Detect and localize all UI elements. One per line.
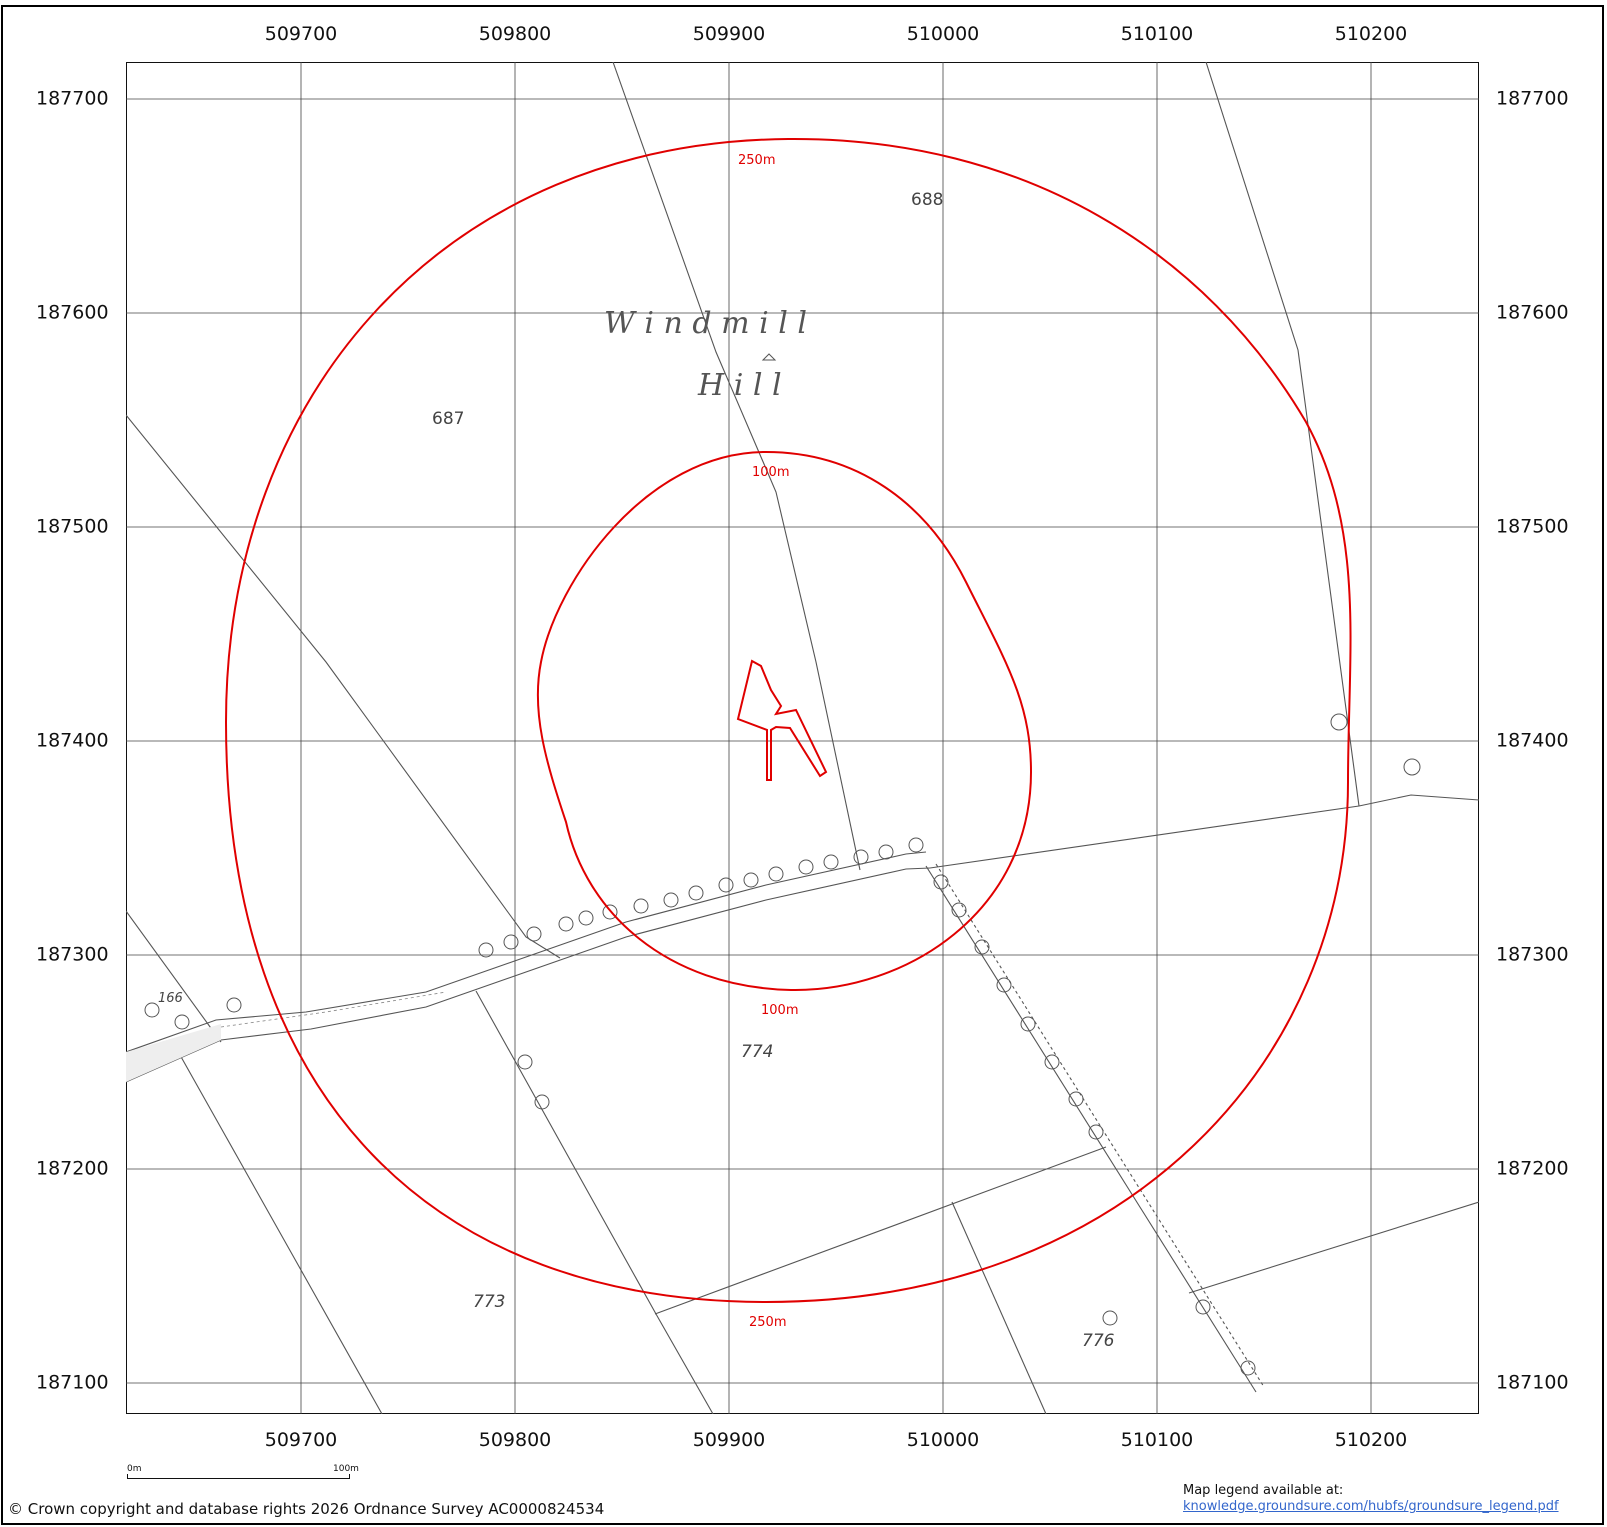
copyright-notice: © Crown copyright and database rights 20… (8, 1500, 605, 1518)
x-tick-bottom: 510200 (1334, 1429, 1408, 1451)
x-tick-top: 509700 (264, 23, 338, 45)
x-tick-bottom: 510000 (906, 1429, 980, 1451)
y-tick-left: 187300 (36, 943, 109, 966)
y-tick-left: 187100 (36, 1371, 109, 1394)
grid (126, 62, 1479, 1414)
x-tick-bottom: 509800 (478, 1429, 552, 1451)
y-tick-left: 187200 (36, 1157, 109, 1180)
y-tick-right: 187700 (1496, 87, 1569, 110)
site-boundary (736, 659, 828, 781)
scale-bar-start: 0m (127, 1464, 142, 1474)
y-tick-right: 187200 (1496, 1157, 1569, 1180)
parcel-number: 774 (741, 1042, 773, 1062)
y-tick-left: 187600 (36, 301, 109, 324)
parcel-number: 688 (911, 190, 943, 210)
parcel-number: 776 (1082, 1331, 1115, 1351)
y-tick-right: 187600 (1496, 301, 1569, 324)
map-border (126, 62, 1479, 1414)
parcel-number: 166 (158, 991, 183, 1006)
x-tick-bottom: 509700 (264, 1429, 338, 1451)
scale-bar: 0m 100m (127, 1464, 359, 1488)
y-tick-right: 187400 (1496, 729, 1569, 752)
y-tick-right: 187300 (1496, 943, 1569, 966)
buffer-250m-label-bottom: 250m (749, 1315, 786, 1330)
scale-bar-line (127, 1478, 349, 1479)
road (126, 851, 931, 1083)
legend-note: Map legend available at: knowledge.groun… (1183, 1483, 1559, 1515)
buffer-100m-label-bottom: 100m (761, 1003, 798, 1018)
triangulation-icon (761, 353, 777, 361)
y-tick-left: 187500 (36, 515, 109, 538)
scale-bar-cap (127, 1474, 128, 1479)
x-tick-top: 510200 (1334, 23, 1408, 45)
hedge-trees (144, 713, 1421, 1376)
parcel-number: 687 (432, 409, 464, 429)
buffer-100m-label-top: 100m (752, 465, 789, 480)
buffer-250m (224, 137, 1352, 1304)
y-tick-left: 187700 (36, 87, 109, 110)
scale-bar-end: 100m (333, 1464, 359, 1474)
map-canvas[interactable]: W i n d m i l l H i l l 688 687 774 773 … (126, 62, 1479, 1414)
y-tick-right: 187500 (1496, 515, 1569, 538)
x-tick-top: 510100 (1120, 23, 1194, 45)
buffer-250m-label-top: 250m (738, 153, 775, 168)
x-tick-top: 509900 (692, 23, 766, 45)
x-tick-bottom: 509900 (692, 1429, 766, 1451)
parcel-number: 773 (473, 1292, 505, 1312)
map-frame (1, 5, 1604, 1525)
place-name-line2: H i l l (697, 368, 782, 403)
x-tick-top: 509800 (478, 23, 552, 45)
scale-bar-cap (349, 1474, 350, 1479)
y-tick-left: 187400 (36, 729, 109, 752)
buffer-100m (536, 450, 1033, 992)
x-tick-top: 510000 (906, 23, 980, 45)
legend-link[interactable]: knowledge.groundsure.com/hubfs/groundsur… (1183, 1499, 1559, 1514)
x-tick-bottom: 510100 (1120, 1429, 1194, 1451)
legend-note-text: Map legend available at: (1183, 1483, 1344, 1498)
place-name-line1: W i n d m i l l (604, 306, 807, 341)
y-tick-right: 187100 (1496, 1371, 1569, 1394)
